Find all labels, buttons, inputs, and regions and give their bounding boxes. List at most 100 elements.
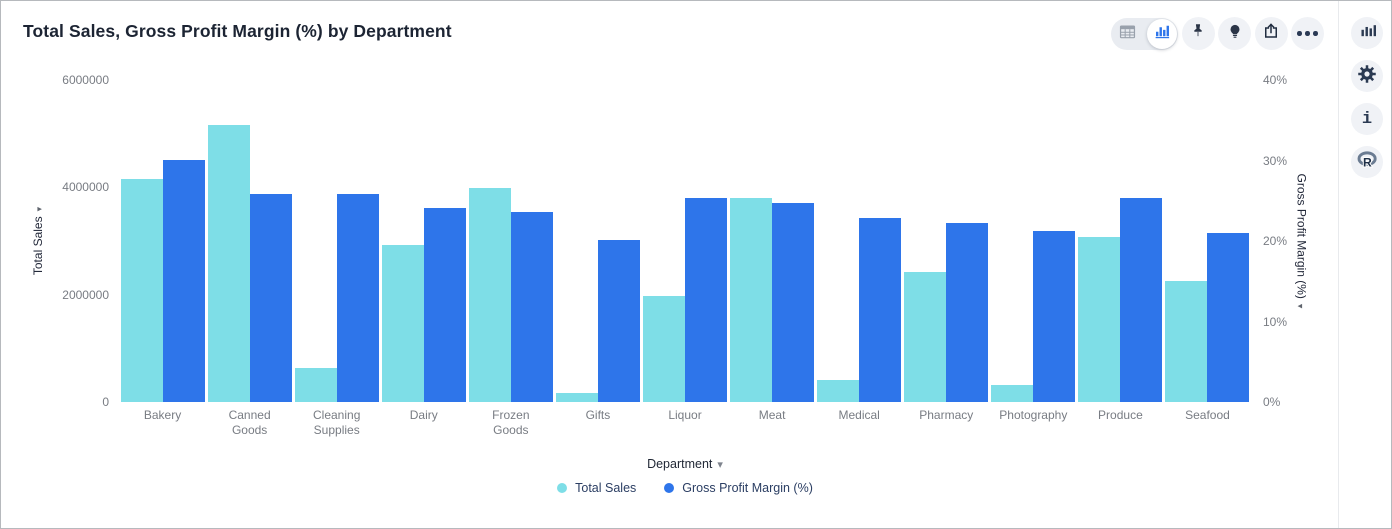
y-axis-title-right[interactable]: Gross Profit Margin (%) ▾ bbox=[1294, 174, 1308, 309]
bar-group bbox=[293, 80, 380, 402]
info-button[interactable]: i bbox=[1351, 103, 1383, 135]
x-category-label: Bakery bbox=[143, 408, 182, 422]
chart-view-button[interactable] bbox=[1147, 18, 1177, 49]
ellipsis-icon bbox=[1297, 31, 1318, 36]
bar-gross-profit-margin[interactable] bbox=[162, 159, 205, 402]
bar-total-sales[interactable] bbox=[1165, 280, 1208, 402]
bar-group bbox=[467, 80, 554, 402]
share-icon bbox=[1262, 22, 1280, 45]
y-axis-title-right-text: Gross Profit Margin (%) bbox=[1294, 173, 1309, 299]
rail-divider bbox=[1338, 1, 1339, 528]
bar-group bbox=[903, 80, 990, 402]
legend-item-total-sales[interactable]: Total Sales bbox=[557, 481, 636, 495]
bar-gross-profit-margin[interactable] bbox=[1033, 231, 1076, 402]
y-tick-label: 20% bbox=[1263, 234, 1288, 248]
bar-group bbox=[641, 80, 728, 402]
bar-total-sales[interactable] bbox=[381, 245, 424, 402]
bar-total-sales[interactable] bbox=[555, 392, 598, 402]
category-labels: Bakery Canned Goods Cleaning Supplies Dairy… bbox=[119, 408, 1251, 438]
legend: Total Sales Gross Profit Margin (%) bbox=[119, 481, 1251, 495]
toolbar bbox=[1111, 17, 1324, 50]
bar-group bbox=[119, 80, 206, 402]
bar-total-sales[interactable] bbox=[294, 367, 337, 402]
x-category-label: Canned Goods bbox=[228, 408, 271, 437]
x-category-label: Medical bbox=[838, 408, 880, 422]
bar-total-sales[interactable] bbox=[730, 197, 773, 402]
lightbulb-icon bbox=[1226, 22, 1244, 46]
bar-group bbox=[1077, 80, 1164, 402]
bar-gross-profit-margin[interactable] bbox=[685, 197, 727, 402]
legend-swatch bbox=[557, 483, 568, 493]
bar-group bbox=[729, 80, 816, 402]
bar-group bbox=[816, 80, 903, 402]
bar-gross-profit-margin[interactable] bbox=[249, 193, 292, 402]
bar-group bbox=[990, 80, 1077, 402]
chevron-down-icon: ▾ bbox=[717, 459, 723, 471]
bar-total-sales[interactable] bbox=[817, 379, 860, 402]
bar-group bbox=[1164, 80, 1251, 402]
legend-swatch bbox=[664, 483, 675, 493]
x-category-label: Dairy bbox=[409, 408, 438, 422]
bar-total-sales[interactable] bbox=[904, 272, 947, 402]
view-toggle bbox=[1111, 17, 1178, 50]
chart-view-icon bbox=[1153, 22, 1171, 45]
x-axis-label[interactable]: Department ▾ bbox=[119, 457, 1251, 471]
bar-total-sales[interactable] bbox=[643, 295, 685, 402]
page-title: Total Sales, Gross Profit Margin (%) by … bbox=[23, 21, 452, 41]
y-axis-left: Total Sales ▾ bbox=[29, 80, 47, 402]
x-category-label: Meat bbox=[758, 408, 786, 422]
bar-gross-profit-margin[interactable] bbox=[772, 203, 815, 402]
pin-icon bbox=[1189, 22, 1207, 45]
bar-total-sales[interactable] bbox=[991, 384, 1034, 402]
y-tick-label: 4000000 bbox=[62, 180, 109, 195]
bar-gross-profit-margin[interactable] bbox=[1120, 198, 1163, 402]
table-view-button[interactable] bbox=[1111, 18, 1143, 50]
y-tick-label: 0% bbox=[1263, 395, 1281, 409]
bar-gross-profit-margin[interactable] bbox=[1207, 232, 1250, 402]
y-tick-label: 30% bbox=[1263, 153, 1288, 168]
svg-text:R: R bbox=[1363, 155, 1372, 168]
share-button[interactable] bbox=[1254, 17, 1288, 50]
legend-label: Gross Profit Margin (%) bbox=[682, 481, 813, 495]
bar-chart-icon bbox=[1359, 22, 1376, 44]
bar-gross-profit-margin[interactable] bbox=[946, 223, 989, 402]
bar-total-sales[interactable] bbox=[207, 125, 250, 402]
y-tick-label: 40% bbox=[1263, 73, 1288, 87]
y-tick-label: 6000000 bbox=[62, 73, 109, 87]
r-analysis-button[interactable]: R bbox=[1351, 146, 1383, 178]
bar-group bbox=[380, 80, 467, 402]
x-category-label: Frozen Goods bbox=[492, 408, 530, 437]
lightbulb-button[interactable] bbox=[1218, 17, 1251, 50]
more-options-button[interactable] bbox=[1291, 17, 1324, 50]
x-category-label: Liquor bbox=[668, 408, 702, 422]
y-tick-label: 0 bbox=[102, 395, 109, 409]
bar-gross-profit-margin[interactable] bbox=[336, 194, 379, 402]
plot-area bbox=[119, 80, 1251, 402]
y-tick-label: 2000000 bbox=[62, 287, 109, 302]
settings-button[interactable] bbox=[1351, 60, 1383, 92]
chart-config-button[interactable] bbox=[1351, 17, 1383, 49]
bar-gross-profit-margin[interactable] bbox=[423, 208, 466, 402]
legend-item-gross-profit-margin[interactable]: Gross Profit Margin (%) bbox=[664, 481, 813, 495]
bar-gross-profit-margin[interactable] bbox=[510, 212, 553, 402]
x-category-label: Gifts bbox=[585, 408, 611, 422]
bar-gross-profit-margin[interactable] bbox=[597, 240, 640, 402]
y-axis-right: Gross Profit Margin (%) ▾ bbox=[1292, 80, 1310, 402]
x-axis-label-text: Department bbox=[647, 457, 713, 471]
bar-total-sales[interactable] bbox=[120, 179, 163, 402]
bar-total-sales[interactable] bbox=[1078, 237, 1121, 402]
x-category-label: Cleaning Supplies bbox=[313, 408, 361, 437]
bar-total-sales[interactable] bbox=[468, 188, 511, 402]
sort-caret-icon: ▾ bbox=[1295, 303, 1306, 309]
x-category-label: Seafood bbox=[1185, 408, 1230, 422]
x-category-label: Produce bbox=[1098, 408, 1143, 422]
bar-gross-profit-margin[interactable] bbox=[859, 217, 902, 402]
pin-button[interactable] bbox=[1181, 17, 1215, 50]
y-axis-title-left[interactable]: Total Sales ▾ bbox=[31, 207, 45, 275]
bar-group bbox=[206, 80, 293, 402]
x-category-label: Photography bbox=[999, 408, 1068, 422]
table-view-icon bbox=[1118, 23, 1137, 45]
info-icon: i bbox=[1361, 109, 1373, 129]
bar-group bbox=[554, 80, 641, 402]
